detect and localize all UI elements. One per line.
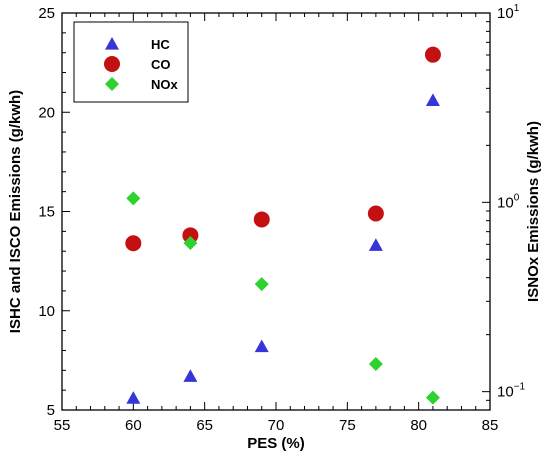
x-tick-label: 55 <box>54 417 71 434</box>
legend-label: CO <box>151 57 171 72</box>
left-y-tick-label: 10 <box>38 303 55 320</box>
x-tick-label: 80 <box>410 417 427 434</box>
legend-item-hc: HC <box>105 37 170 52</box>
nox-point <box>254 277 269 292</box>
x-axis-title: PES (%) <box>247 435 305 452</box>
legend-item-co: CO <box>104 56 171 72</box>
legend-marker-hc <box>105 37 119 50</box>
right-y-axis-tick-labels: 10−1 100 101 <box>497 3 526 401</box>
x-axis-tick-labels: 55 60 65 70 75 80 85 <box>54 417 499 434</box>
hc-point <box>368 238 383 251</box>
data-points <box>125 46 441 405</box>
x-tick-label: 65 <box>196 417 213 434</box>
legend-item-nox: NOx <box>105 77 179 92</box>
right-y-tick-label: 101 <box>497 3 520 22</box>
series-co <box>125 46 441 252</box>
series-hc <box>126 93 440 404</box>
legend-marker-nox <box>105 77 119 91</box>
co-point <box>367 205 384 222</box>
nox-point <box>425 390 440 405</box>
co-point <box>253 211 270 228</box>
legend-label: HC <box>151 37 170 52</box>
hc-point <box>126 391 141 404</box>
left-y-tick-label: 5 <box>47 402 55 419</box>
right-y-tick-label: 10−1 <box>497 382 526 401</box>
left-y-axis-tick-labels: 5 10 15 20 25 <box>38 5 55 419</box>
plot-area-frame <box>61 12 491 411</box>
hc-point <box>183 369 198 382</box>
hc-point <box>425 93 440 106</box>
left-y-axis-title: ISHC and ISCO Emissions (g/kwh) <box>7 90 24 333</box>
legend-label: NOx <box>151 77 179 92</box>
nox-point <box>126 191 141 206</box>
right-y-axis-title: ISNOx Emissions (g/kwh) <box>525 121 542 302</box>
co-point <box>182 227 199 244</box>
nox-point <box>183 235 198 250</box>
x-tick-label: 75 <box>339 417 356 434</box>
left-y-tick-label: 20 <box>38 104 55 121</box>
left-y-tick-label: 25 <box>38 5 55 22</box>
right-y-tick-label: 100 <box>497 192 520 211</box>
hc-point <box>254 339 269 353</box>
co-point <box>125 235 142 252</box>
legend: HC CO NOx <box>73 21 189 103</box>
legend-box <box>73 21 189 103</box>
series-nox <box>126 191 440 405</box>
x-tick-label: 70 <box>268 417 285 434</box>
x-tick-label: 85 <box>482 417 499 434</box>
legend-marker-co <box>104 56 120 72</box>
left-y-tick-label: 15 <box>38 204 55 221</box>
co-point <box>424 46 441 63</box>
x-tick-label: 60 <box>125 417 142 434</box>
nox-point <box>368 356 383 371</box>
